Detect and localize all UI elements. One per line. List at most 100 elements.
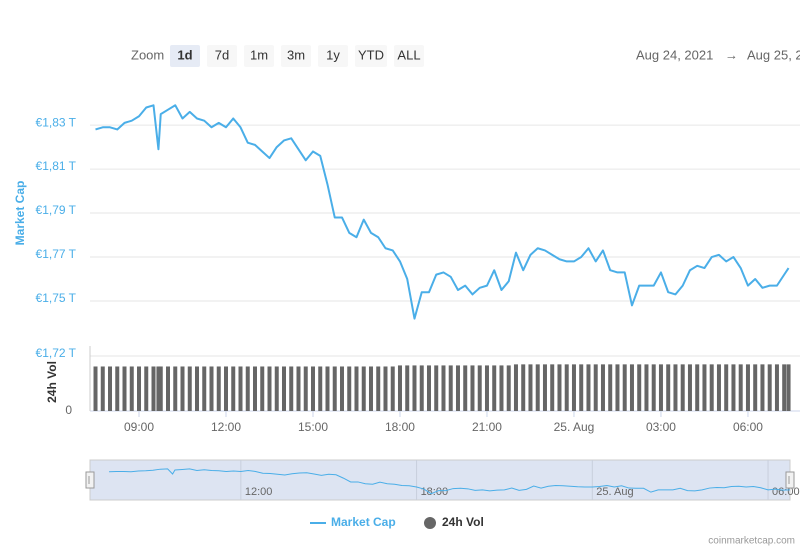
legend-label[interactable]: Market Cap	[331, 515, 396, 529]
zoom-button[interactable]: 1m	[244, 45, 274, 67]
volume-bar	[571, 364, 576, 411]
volume-bar	[760, 364, 765, 411]
legend-item[interactable]: 24h Vol	[424, 515, 484, 529]
legend: Market Cap 24h Vol	[310, 515, 484, 529]
volume-bar	[166, 366, 171, 411]
legend-symbol[interactable]	[424, 517, 436, 529]
navigator-handle[interactable]	[85, 471, 95, 489]
volume-bar	[325, 366, 330, 411]
volume-bar	[738, 364, 743, 411]
volume-bar	[542, 364, 547, 411]
volume-bar	[477, 365, 482, 411]
volume-bar	[100, 366, 105, 411]
y-tick-label: €1,83 T	[36, 115, 77, 129]
volume-bar	[687, 364, 692, 411]
volume-bar	[506, 365, 511, 411]
volume-bar	[180, 366, 185, 411]
volume-bar	[216, 366, 221, 411]
volume-bar	[564, 364, 569, 411]
zoom-button[interactable]: 7d	[207, 45, 237, 67]
volume-bar	[600, 364, 605, 411]
zoom-button-label[interactable]: YTD	[358, 47, 384, 62]
y-tick-label: €1,79 T	[36, 203, 77, 217]
legend-label[interactable]: 24h Vol	[442, 515, 484, 529]
volume-bar	[651, 364, 656, 411]
volume-bar	[637, 364, 642, 411]
credit: coinmarketcap.com	[708, 536, 795, 547]
volume-bar	[499, 365, 504, 411]
zoom-button[interactable]: 3m	[281, 45, 311, 67]
volume-bar	[318, 366, 323, 411]
zoom-button[interactable]: 1y	[318, 45, 348, 67]
volume-bar	[731, 364, 736, 411]
volume-bar	[383, 366, 388, 411]
x-tick-label: 09:00	[124, 420, 154, 434]
date-arrow: →	[725, 47, 738, 62]
volume-bar	[397, 365, 402, 411]
volume-bar	[187, 366, 192, 411]
volume-bar	[513, 364, 518, 411]
zoom-button-label[interactable]: 7d	[215, 47, 229, 62]
volume-bar	[108, 366, 113, 411]
navigator-tick-label: 25. Aug	[596, 486, 633, 498]
zoom-button-bg[interactable]	[394, 45, 424, 67]
volume-bar	[644, 364, 649, 411]
volume-bar	[615, 364, 620, 411]
volume-bar	[296, 366, 301, 411]
y2-tick-label: 0	[65, 403, 72, 417]
volume-bar	[492, 365, 497, 411]
zoom-button-bg[interactable]	[281, 45, 311, 67]
volume-bar	[267, 366, 272, 411]
volume-bar	[448, 365, 453, 411]
volume-bar	[376, 366, 381, 411]
volume-bar	[339, 366, 344, 411]
navigator-handle[interactable]	[785, 471, 795, 489]
volume-bar	[774, 364, 779, 411]
zoom-button-bg[interactable]	[318, 45, 348, 67]
volume-bar	[202, 366, 207, 411]
x-tick-label: 15:00	[298, 420, 328, 434]
volume-bar	[673, 364, 678, 411]
date-from: Aug 24, 2021	[636, 47, 713, 62]
volume-bar	[709, 364, 714, 411]
volume-bar	[173, 366, 178, 411]
volume-bar	[528, 364, 533, 411]
zoom-button[interactable]: ALL	[394, 45, 424, 67]
volume-bar	[455, 365, 460, 411]
volume-bar	[129, 366, 134, 411]
zoom-button[interactable]: 1d	[170, 45, 200, 67]
volume-bar	[156, 366, 161, 411]
zoom-button-bg[interactable]	[207, 45, 237, 67]
volume-bar	[209, 366, 214, 411]
zoom-button-bg[interactable]	[355, 45, 387, 67]
y-tick-label: €1,72 T	[36, 346, 77, 360]
zoom-button-label[interactable]: ALL	[397, 47, 420, 62]
date-to: Aug 25, 2	[747, 47, 800, 62]
zoom-button-label[interactable]: 1y	[326, 47, 340, 62]
zoom-button-bg[interactable]	[170, 45, 200, 67]
volume-bar	[158, 366, 163, 411]
volume-bar	[115, 366, 120, 411]
volume-bar	[550, 364, 555, 411]
volume-bar	[521, 364, 526, 411]
zoom-button-bg[interactable]	[244, 45, 274, 67]
volume-bar	[390, 366, 395, 411]
zoom-button-label[interactable]: 1m	[250, 47, 268, 62]
navigator-mask[interactable]	[89, 459, 791, 501]
volume-bar	[716, 364, 721, 411]
zoom-button[interactable]: YTD	[355, 45, 387, 67]
legend-item[interactable]: Market Cap	[310, 515, 396, 529]
volume-bar	[608, 364, 613, 411]
volume-bar	[310, 366, 315, 411]
y2-axis-title: 24h Vol	[45, 361, 59, 403]
x-tick-label: 12:00	[211, 420, 241, 434]
zoom-button-label[interactable]: 3m	[287, 47, 305, 62]
volume-bar	[361, 366, 366, 411]
volume-bar	[702, 364, 707, 411]
volume-bar	[470, 365, 475, 411]
volume-bar	[252, 366, 257, 411]
volume-bar	[354, 366, 359, 411]
x-tick-label: 18:00	[385, 420, 415, 434]
volume-bar	[238, 366, 243, 411]
zoom-button-label[interactable]: 1d	[177, 47, 192, 62]
